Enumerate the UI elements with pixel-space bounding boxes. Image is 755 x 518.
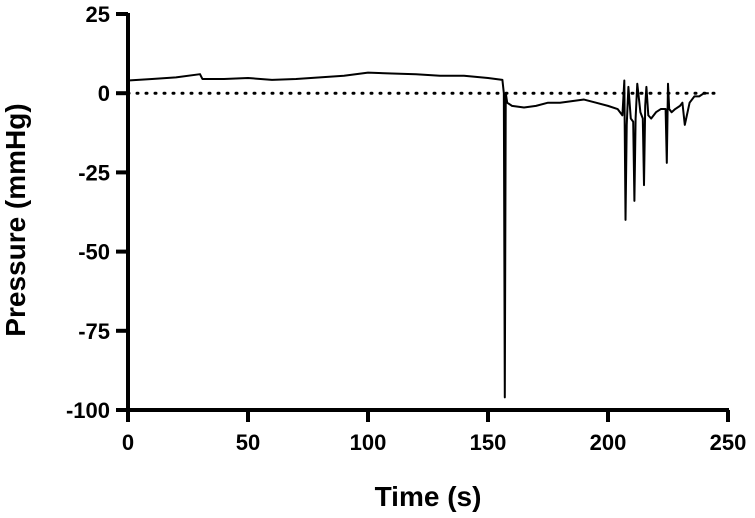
x-tick-label: 100	[350, 430, 387, 455]
x-axis-title: Time (s)	[375, 481, 482, 512]
x-tick-label: 150	[470, 430, 507, 455]
x-tick-label: 250	[710, 430, 747, 455]
y-axis-title: Pressure (mmHg)	[0, 103, 31, 336]
x-tick-label: 0	[122, 430, 134, 455]
y-tick-label: 0	[98, 81, 110, 106]
x-tick-label: 50	[236, 430, 260, 455]
x-axis-ticks: 0 50 100 150 200 250	[122, 410, 746, 455]
y-tick-label: -75	[78, 319, 110, 344]
pressure-series-line	[127, 71, 709, 399]
x-tick-label: 200	[590, 430, 627, 455]
y-tick-label: -50	[78, 240, 110, 265]
y-tick-label: -25	[78, 160, 110, 185]
y-tick-label: -100	[66, 398, 110, 423]
y-axis-ticks: 25 0 -25 -50 -75 -100	[66, 2, 128, 423]
y-tick-label: 25	[86, 2, 110, 27]
